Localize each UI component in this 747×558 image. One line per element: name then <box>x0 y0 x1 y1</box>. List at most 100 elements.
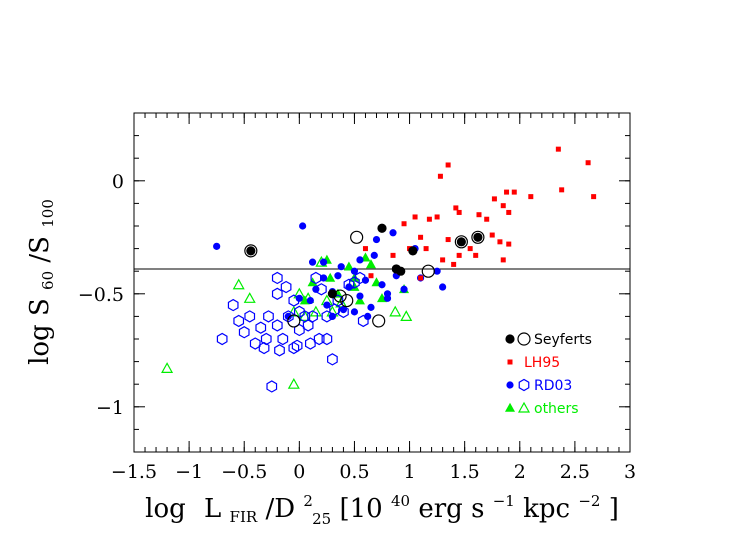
axis-tick-labels: −1.5 −1 −0.5 0 0.5 1 1.5 2 2.5 3 −1 −0.5 0 <box>78 171 636 483</box>
legend-label-others: others <box>534 401 579 417</box>
point-lh95-filled <box>451 261 457 267</box>
legend-marker-lh95-filled <box>507 359 513 365</box>
point-rd03-filled <box>361 276 370 284</box>
point-rd03-filled <box>439 283 447 291</box>
x-tick-label: 2 <box>514 461 526 483</box>
point-others-open <box>400 310 413 321</box>
point-rd03-filled <box>213 242 221 250</box>
legend-marker-rd03-open <box>518 378 530 392</box>
point-rd03-open <box>263 310 274 323</box>
y-tick-label: −0.5 <box>78 284 124 306</box>
x-axis-title: log L FIR /D 2 25 [10 40 erg s −1 kpc −2… <box>145 483 619 531</box>
x-axis-unit-exp: 40 <box>391 492 410 510</box>
point-rd03-filled <box>350 308 359 316</box>
point-rd03-filled <box>372 235 381 244</box>
x-axis-L: L <box>204 494 221 524</box>
x-axis-unit-exp3: −2 <box>578 492 600 510</box>
point-others-filled <box>354 295 365 305</box>
point-lh95-filled <box>585 160 591 166</box>
point-rd03-open <box>307 310 318 323</box>
point-lh95-filled <box>506 241 512 247</box>
point-others-open <box>389 305 402 317</box>
x-tick-label: 3 <box>624 461 636 483</box>
point-others-open <box>161 362 174 373</box>
point-others-open <box>232 278 245 290</box>
point-seyferts-open <box>372 314 386 328</box>
point-lh95-filled <box>504 189 510 195</box>
x-axis-unit-open: [10 <box>340 494 383 524</box>
point-rd03-filled <box>334 272 342 280</box>
x-axis-fir: FIR <box>230 508 258 526</box>
point-rd03-filled <box>345 283 353 291</box>
point-rd03-open <box>216 332 228 346</box>
point-lh95-filled <box>437 173 443 179</box>
point-rd03-filled <box>312 285 320 293</box>
point-rd03-open <box>313 332 325 346</box>
point-rd03-filled <box>350 267 359 275</box>
point-rd03-open <box>255 321 267 334</box>
point-others-filled <box>365 259 376 269</box>
point-rd03-filled <box>370 251 378 259</box>
point-lh95-filled <box>418 234 424 240</box>
point-rd03-filled <box>299 222 307 230</box>
axis-ticks <box>133 112 631 453</box>
point-lh95-filled <box>445 162 451 168</box>
point-lh95-filled <box>362 246 368 252</box>
point-seyferts-open <box>287 314 301 328</box>
point-lh95-filled <box>500 203 506 209</box>
point-rd03-open <box>233 314 245 328</box>
x-axis-unit-close: ] <box>609 494 619 524</box>
point-lh95-filled <box>412 214 418 220</box>
point-rd03-open <box>227 298 239 312</box>
point-lh95-filled <box>467 246 473 252</box>
point-rd03-open <box>271 319 283 332</box>
point-rd03-open <box>288 341 300 355</box>
point-lh95-filled <box>434 214 440 220</box>
y-tick-label: −1 <box>96 397 124 419</box>
point-lh95-filled <box>401 221 407 227</box>
point-rd03-open <box>274 344 285 357</box>
point-rd03-open <box>310 271 322 285</box>
point-rd03-filled <box>389 229 397 237</box>
x-axis-log: log <box>145 494 186 524</box>
point-rd03-open <box>258 341 270 355</box>
point-rd03-open <box>280 280 292 294</box>
point-rd03-open <box>349 276 360 289</box>
point-rd03-open <box>338 305 349 319</box>
point-lh95-filled <box>440 257 446 263</box>
point-rd03-filled <box>319 274 328 282</box>
y-axis-slash: /S <box>25 236 55 263</box>
point-rd03-open <box>271 287 283 300</box>
x-tick-label: 0.5 <box>339 461 369 483</box>
point-rd03-filled <box>356 292 364 300</box>
point-rd03-filled <box>308 258 317 266</box>
point-rd03-filled <box>364 312 372 320</box>
point-lh95-filled <box>456 252 462 258</box>
point-lh95-filled <box>456 209 462 215</box>
x-axis-unit-exp2: −1 <box>493 492 515 510</box>
point-others-open <box>287 305 300 317</box>
legend-label-rd03: RD03 <box>534 378 572 394</box>
plot-frame <box>133 112 631 453</box>
point-lh95-filled <box>368 273 374 279</box>
legend-marker-others-filled <box>504 402 516 412</box>
point-others-open <box>287 377 300 389</box>
point-lh95-filled <box>591 194 597 200</box>
x-tick-label: 1 <box>404 461 416 483</box>
point-rd03-open <box>291 339 303 352</box>
y-axis-log: log S <box>25 298 55 365</box>
point-rd03-open <box>277 332 289 346</box>
point-lh95-filled <box>500 257 506 263</box>
point-lh95-filled <box>473 252 479 258</box>
point-seyferts-open <box>340 293 354 308</box>
point-rd03-filled <box>367 303 375 311</box>
x-axis-unit-mid: erg s <box>418 494 484 524</box>
x-tick-label: −1 <box>175 461 203 483</box>
point-lh95-filled <box>489 232 495 238</box>
point-lh95-filled <box>491 196 497 202</box>
legend-label-seyferts: Seyferts <box>534 332 592 348</box>
x-tick-label: 0 <box>293 461 305 483</box>
point-rd03-open <box>304 337 316 350</box>
point-rd03-filled <box>337 263 345 271</box>
